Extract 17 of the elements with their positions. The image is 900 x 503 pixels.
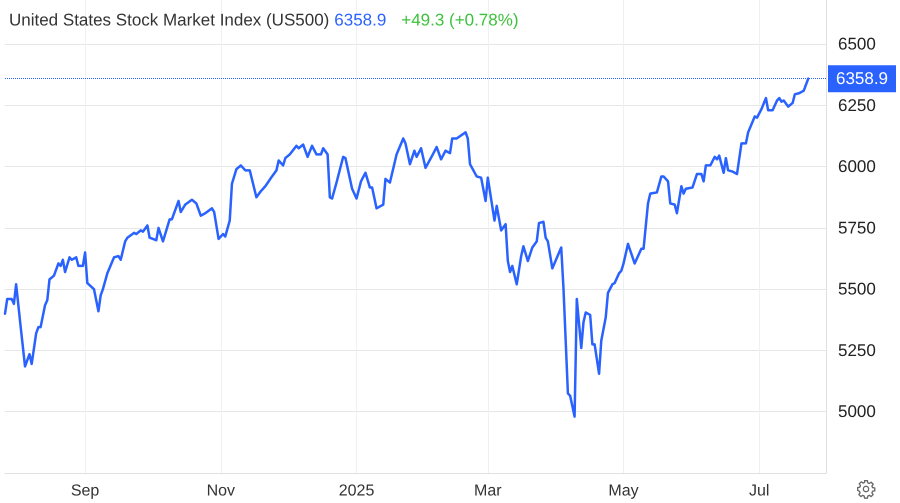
text: United States Stock Market Index (US500) (9, 10, 330, 30)
x-tick-label: Sep (70, 482, 100, 500)
x-tick-label: May (608, 482, 639, 500)
ref-line-label: 6358.9 (836, 69, 888, 88)
y-tick-label: 5750 (838, 218, 876, 238)
y-tick-label: 5250 (838, 340, 876, 360)
x-tick-label: Nov (206, 482, 236, 500)
y-tick-label: 6500 (838, 34, 876, 54)
y-tick-label: 5000 (838, 402, 876, 422)
x-tick-label: Jul (749, 482, 770, 500)
y-tick-label: 6250 (838, 96, 876, 115)
annotation: +49.3 (+0.78%) (401, 10, 519, 30)
x-tick-label: Mar (474, 482, 502, 500)
x-tick-label: 2025 (338, 482, 374, 500)
y-tick-label: 5500 (838, 280, 876, 299)
y-tick-label: 6000 (838, 157, 876, 176)
text: 6358.9 (334, 10, 386, 30)
